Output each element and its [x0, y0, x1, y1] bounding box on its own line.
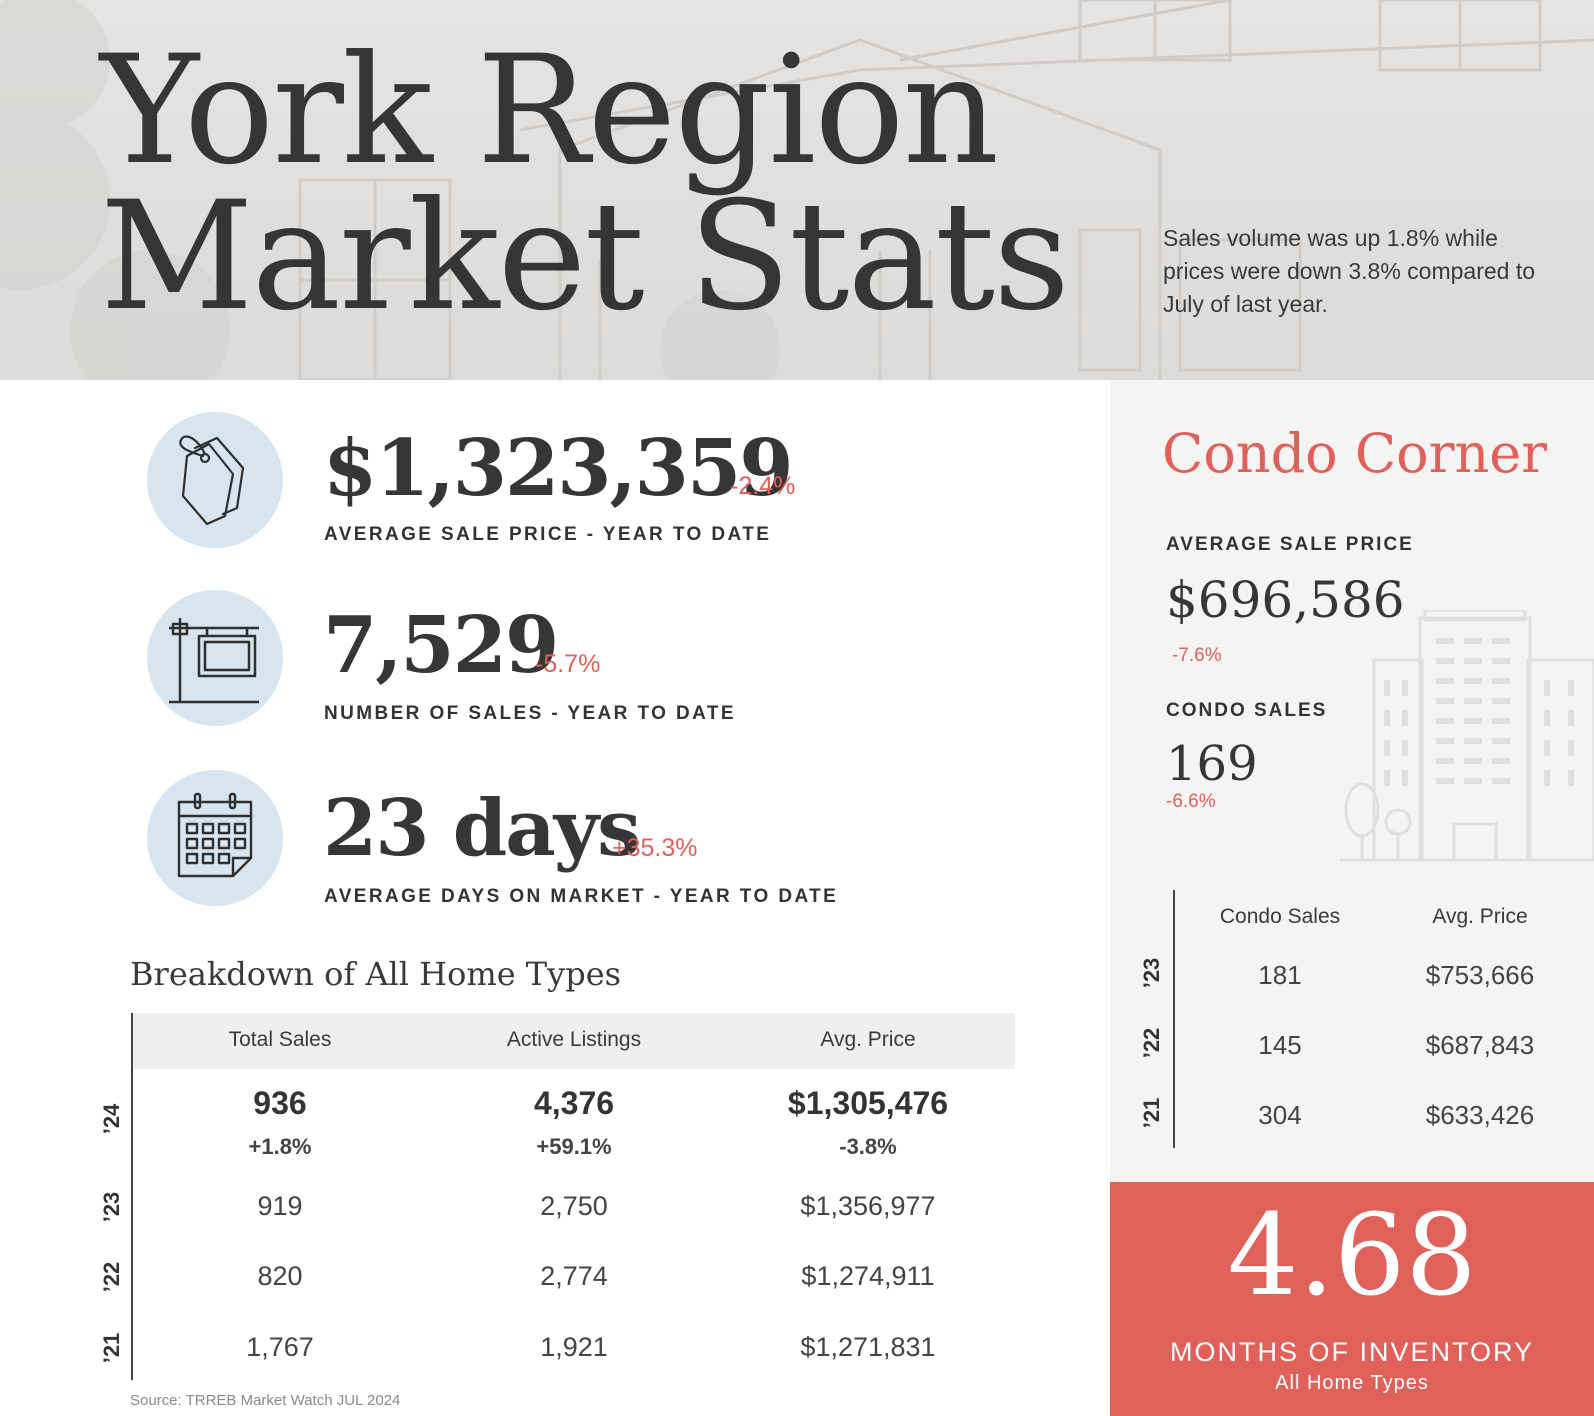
condo-buildings-icon — [1340, 610, 1594, 862]
months-of-inventory-sublabel: All Home Types — [1275, 1372, 1429, 1394]
table-cell: $1,356,977 — [800, 1191, 936, 1221]
table-cell: $1,274,911 — [801, 1261, 935, 1291]
column-header-avg-price: Avg. Price — [820, 1028, 916, 1051]
condo-sales-label: CONDO SALES — [1166, 700, 1328, 721]
months-of-inventory-label: MONTHS OF INVENTORY — [1169, 1337, 1535, 1367]
header-banner: York Region Market Stats Sales volume wa… — [0, 0, 1594, 380]
avg-sale-price-label: AVERAGE SALE PRICE - YEAR TO DATE — [324, 524, 772, 545]
breakdown-table-header — [133, 1013, 1015, 1069]
table-cell: 181 — [1258, 960, 1302, 990]
table-cell: $1,271,831 — [800, 1332, 936, 1362]
year-label-2023: ’23 — [99, 1191, 124, 1223]
number-of-sales-value: 7,529 — [323, 600, 559, 691]
condo-avg-price-label: AVERAGE SALE PRICE — [1166, 534, 1414, 555]
inventory-box — [1110, 1182, 1594, 1416]
table-cell: 919 — [257, 1191, 303, 1221]
source-note: Source: TRREB Market Watch JUL 2024 — [130, 1392, 401, 1409]
table-cell: 2,774 — [540, 1261, 608, 1291]
column-header-condo-sales: Condo Sales — [1219, 905, 1341, 928]
condo-table-divider — [1173, 890, 1175, 1148]
days-on-market-change: +35.3% — [612, 834, 698, 862]
table-cell: 820 — [257, 1261, 303, 1291]
condo-sales-value: 169 — [1166, 736, 1258, 792]
header-summary: Sales volume was up 1.8% while prices we… — [1163, 225, 1536, 317]
column-header-condo-avg-price: Avg. Price — [1432, 905, 1528, 928]
months-of-inventory-value: 4.68 — [1227, 1191, 1477, 1321]
table-cell: $753,666 — [1425, 960, 1535, 990]
avg-sale-price-value: $1,323,359 — [323, 423, 793, 514]
price-tag-icon — [147, 412, 283, 548]
number-of-sales-label: NUMBER OF SALES - YEAR TO DATE — [324, 703, 736, 724]
table-cell: $633,426 — [1425, 1100, 1535, 1130]
sale-sign-icon — [147, 590, 283, 726]
table-cell: 145 — [1258, 1030, 1302, 1060]
condo-corner-title: Condo Corner — [1162, 422, 1548, 485]
table-cell: $687,843 — [1425, 1030, 1535, 1060]
table-cell: 2,750 — [540, 1191, 608, 1221]
condo-year-label-2021: ’21 — [1139, 1097, 1164, 1129]
days-on-market-value: 23 days — [323, 783, 641, 874]
table-cell-change: +1.8% — [248, 1134, 312, 1159]
condo-avg-price-value: $696,586 — [1166, 571, 1405, 629]
number-of-sales-change: -5.7% — [535, 650, 601, 678]
page-title-line-1: York Region — [100, 24, 999, 198]
condo-sales-change: -6.6% — [1166, 791, 1216, 812]
house-background-image — [0, 0, 1594, 380]
condo-avg-price-change: -7.6% — [1172, 645, 1222, 666]
calendar-icon — [147, 770, 283, 906]
condo-year-label-2023: ’23 — [1139, 957, 1164, 989]
condo-year-label-2022: ’22 — [1139, 1027, 1164, 1059]
column-header-total-sales: Total Sales — [228, 1028, 332, 1051]
table-cell-change: +59.1% — [536, 1134, 612, 1159]
table-cell: 304 — [1258, 1100, 1302, 1130]
table-cell: $1,305,476 — [787, 1085, 949, 1121]
column-header-active-listings: Active Listings — [506, 1028, 642, 1051]
avg-sale-price-change: -2.4% — [730, 472, 796, 500]
year-label-2022: ’22 — [99, 1261, 124, 1293]
table-cell: 1,921 — [540, 1332, 608, 1362]
year-label-2024: ’24 — [99, 1103, 124, 1135]
table-cell: 4,376 — [533, 1085, 615, 1121]
page-title-line-2: Market Stats — [100, 170, 1070, 344]
table-cell: 936 — [253, 1085, 307, 1121]
days-on-market-label: AVERAGE DAYS ON MARKET - YEAR TO DATE — [324, 886, 839, 907]
table-cell-change: -3.8% — [839, 1134, 897, 1159]
year-label-2021: ’21 — [99, 1332, 124, 1364]
condo-corner-panel — [1110, 380, 1594, 1182]
breakdown-title: Breakdown of All Home Types — [130, 955, 622, 993]
breakdown-table-divider — [131, 1013, 133, 1380]
table-cell: 1,767 — [246, 1332, 314, 1362]
